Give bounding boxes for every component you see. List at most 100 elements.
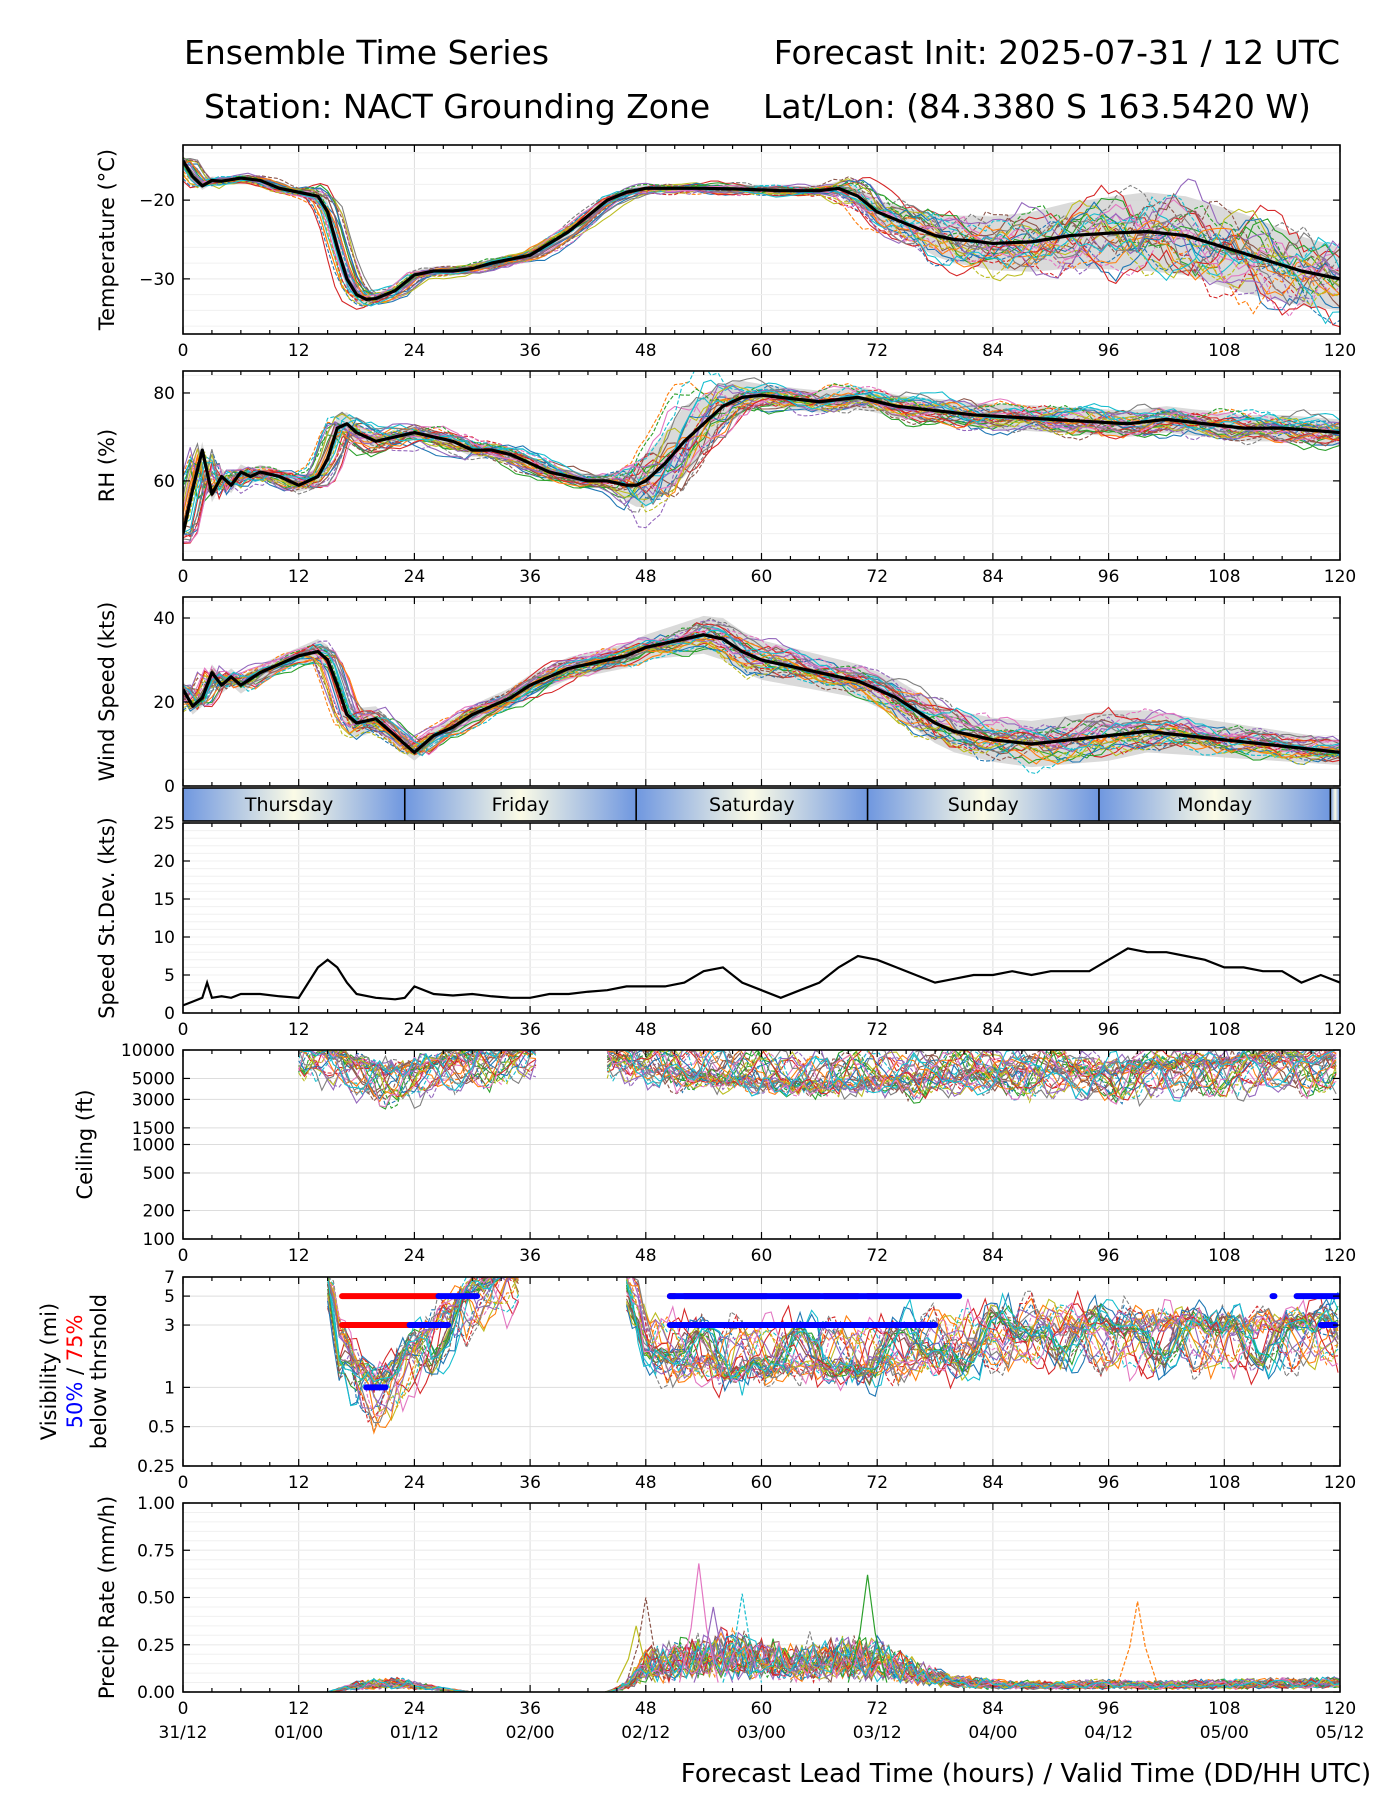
member-series [606, 1050, 1337, 1100]
y-axis-label: Visibility (mi) [37, 1303, 61, 1440]
x-tick-label: 48 [635, 1246, 657, 1266]
valid-time-label: 02/12 [621, 1723, 670, 1743]
precip-spike [625, 1597, 666, 1683]
x-tick-label: 108 [1208, 1473, 1240, 1493]
x-tick-label: 108 [1208, 341, 1240, 361]
day-band [183, 788, 405, 821]
member-series [183, 1638, 1340, 1692]
x-tick-label: 84 [982, 567, 1004, 587]
x-tick-label: 36 [519, 567, 541, 587]
x-tick-label: 24 [404, 1699, 426, 1719]
panels: 0 12 24 36 48 60 72 84 96 108 120−20−30Temperature… [37, 144, 1365, 1743]
panel-grid [182, 597, 1341, 787]
y-tick-label: 5000 [132, 1069, 175, 1089]
day-band [404, 788, 637, 821]
latlon-label: Lat/Lon: (84.3380 S 163.5420 W) [763, 87, 1311, 126]
precip-spike [678, 1563, 719, 1683]
y-tick-label: 0.50 [137, 1589, 175, 1609]
y-axis-label: Wind Speed (kts) [95, 602, 119, 782]
y-tick-label: 5 [164, 1287, 175, 1307]
x-tick-label: 0 [178, 1473, 189, 1493]
y-ticks: 60 80 [153, 384, 1340, 492]
valid-time-label: 04/12 [1084, 1723, 1133, 1743]
member-series [625, 1281, 1339, 1380]
y-tick-label: 15 [153, 890, 175, 910]
member-series [298, 1050, 536, 1109]
panel-content [183, 371, 1340, 544]
x-tick-label: 12 [288, 1699, 310, 1719]
member-series [606, 1050, 1337, 1107]
panel-0: 0 12 24 36 48 60 72 84 96 108 120 −20 −30 Temperature… [95, 144, 1356, 361]
y-tick-label: 0.25 [137, 1636, 175, 1656]
x-tick-label: 48 [635, 341, 657, 361]
day-band [867, 788, 1099, 821]
valid-time-label: 01/00 [274, 1723, 323, 1743]
y-tick-label: 500 [143, 1164, 175, 1184]
precip-spike [847, 1574, 888, 1683]
member-series [183, 388, 1340, 541]
member-series [183, 637, 1340, 753]
panel-3: 0 12 24 36 48 60 72 84 96 108 120 0 5 10 15 20 25 Speed S… [95, 814, 1356, 1040]
y-tick-label: 100 [143, 1230, 175, 1250]
x-tick-label: 36 [519, 1020, 541, 1040]
member-series [183, 1635, 1340, 1692]
x-tick-label: 60 [751, 1473, 773, 1493]
day-band [636, 788, 868, 821]
x-tick-label: 60 [751, 1246, 773, 1266]
station-label: Station: NACT Grounding Zone [204, 87, 710, 126]
ensemble-mean-line [183, 159, 1340, 301]
y-tick-label: 0.5 [148, 1418, 175, 1438]
panel-content [327, 1277, 1340, 1435]
member-series [183, 396, 1340, 526]
panel-content [183, 156, 1340, 328]
x-tick-label: 36 [519, 1473, 541, 1493]
day-label: Friday [492, 794, 550, 816]
x-tick-label: 24 [404, 1020, 426, 1040]
member-series [298, 1050, 537, 1109]
member-series [327, 1277, 520, 1413]
y-ticks: −20 −30 [139, 191, 1340, 290]
y-tick-label: 0 [164, 1004, 175, 1024]
panel-content [183, 947, 1340, 1007]
y-axis-label-legend: 50% / 75% [63, 1315, 87, 1429]
y-tick-label: 20 [153, 852, 175, 872]
x-tick-label: 84 [982, 1246, 1004, 1266]
x-tick-label: 96 [1098, 1246, 1120, 1266]
x-tick-label: 120 [1324, 1699, 1356, 1719]
x-tick-label: 108 [1208, 1246, 1240, 1266]
member-series [183, 630, 1340, 747]
member-series [327, 1277, 520, 1405]
y-tick-label: 60 [153, 472, 175, 492]
x-ticks: 0 12 24 36 48 60 72 84 96 108 120 [178, 1277, 1356, 1493]
ensemble-mean-line [183, 393, 1340, 534]
x-tick-label: 96 [1098, 1699, 1120, 1719]
panel-6: 0 12 24 36 48 60 72 84 96 108 120 31/12 01/00 01/12 02… [95, 1494, 1365, 1743]
y-axis-label: Precip Rate (mm/h) [95, 1496, 119, 1699]
valid-time-label: 03/12 [853, 1723, 902, 1743]
x-tick-label: 60 [751, 341, 773, 361]
x-tick-label: 36 [519, 341, 541, 361]
x-tick-label: 72 [866, 1699, 888, 1719]
x-tick-label: 72 [866, 341, 888, 361]
y-axis-label: RH (%) [95, 429, 119, 502]
x-tick-label: 0 [178, 1699, 189, 1719]
y-tick-label: 1500 [132, 1119, 175, 1139]
precip-spike [693, 1606, 734, 1683]
x-tick-label: 120 [1324, 1473, 1356, 1493]
x-tick-label: 0 [178, 567, 189, 587]
precip-spike [1117, 1601, 1158, 1683]
valid-time-label: 03/00 [737, 1723, 786, 1743]
member-series [183, 1630, 1340, 1692]
figure-header: Ensemble Time Series Forecast Init: 2025… [184, 33, 1340, 126]
x-tick-label: 24 [404, 341, 426, 361]
x-ticks: 0 12 24 36 48 60 72 84 96 108 120 [178, 1050, 1356, 1266]
member-series [327, 1277, 519, 1395]
day-of-week-strip: Thursday Friday Saturday Sunday Monday [182, 787, 1341, 822]
member-series [183, 166, 1340, 325]
x-tick-label: 120 [1324, 1020, 1356, 1040]
valid-time-label: 02/00 [506, 1723, 555, 1743]
y-tick-label: 3 [164, 1316, 175, 1336]
x-axis-label: Forecast Lead Time (hours) / Valid Time … [681, 1759, 1371, 1789]
stdev-line [183, 947, 1340, 1007]
member-series [183, 1641, 1340, 1692]
